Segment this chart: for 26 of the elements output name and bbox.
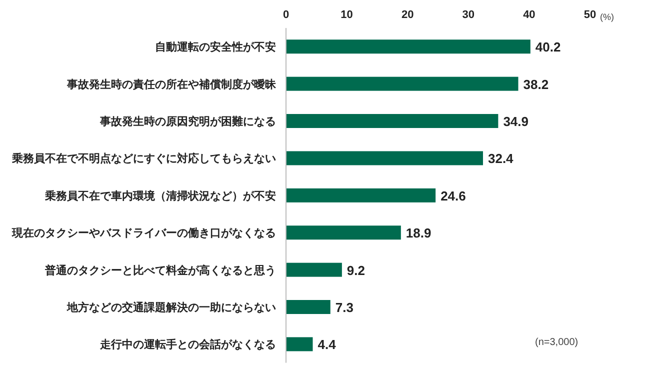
data-label: 4.4 — [318, 337, 337, 352]
y-tick-label: 地方などの交通課題解決の一助にならない — [66, 301, 276, 314]
y-tick-label: 乗務員不在で車内環境（清掃状況など）が不安 — [44, 189, 276, 202]
y-tick-label: 事故発生時の原因究明が困難になる — [99, 115, 276, 128]
data-label: 9.2 — [346, 262, 366, 278]
data-label: 24.6 — [440, 188, 466, 204]
annotation: (n=3,000) — [535, 337, 578, 348]
data-label: 18.9 — [406, 226, 432, 241]
data-label: 34.9 — [503, 114, 529, 129]
x-tick-label: 10 — [340, 9, 353, 21]
x-tick-label: 20 — [401, 9, 414, 21]
x-tick-label: 50 — [584, 9, 596, 21]
x-axis-title: (%) — [600, 12, 614, 22]
x-tick-label: 40 — [523, 9, 536, 21]
x-tick-label: 30 — [462, 9, 475, 21]
x-tick-label: 0 — [282, 9, 290, 21]
y-tick-label: 走行中の運転手との会話がなくなる — [99, 338, 276, 352]
y-tick-label: 乗務員不在で不明点などにすぐに対応してもらえない — [11, 152, 276, 166]
data-label: 38.2 — [523, 76, 549, 92]
data-label: 32.4 — [488, 151, 514, 166]
y-tick-label: 普通のタクシーと比べて料金が高くなると思う — [44, 264, 276, 277]
data-label: 7.3 — [335, 300, 354, 315]
y-tick-label: 現在のタクシーやバスドライバーの働き口がなくなる — [11, 226, 276, 240]
y-tick-label: 自動運転の安全性が不安 — [155, 40, 276, 54]
data-label: 40.2 — [535, 40, 561, 55]
y-tick-label: 事故発生時の責任の所在や補償制度が曖昧 — [66, 78, 277, 91]
